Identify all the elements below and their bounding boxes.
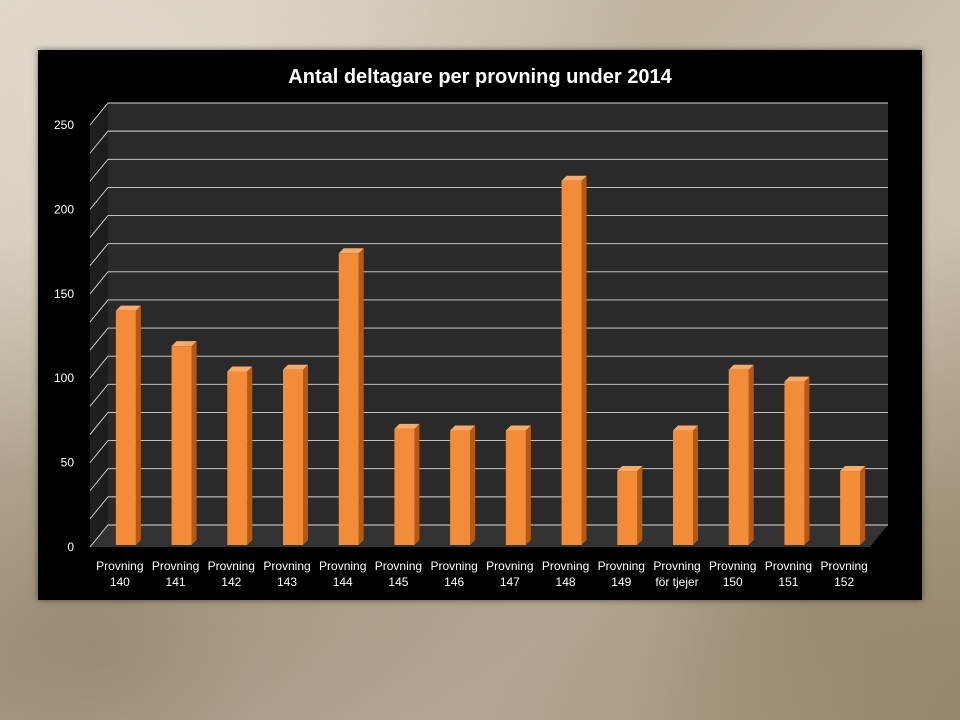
bar-side [303,364,308,545]
bar-side [525,425,531,545]
gridline [89,440,888,463]
x-tick-label: Provning [653,559,700,573]
bar-side [247,366,253,545]
bar-side [860,466,866,545]
bar-top [617,466,643,472]
bar [338,253,359,545]
bar [450,430,471,545]
bar-top [283,364,308,370]
x-tick-label: Provning [96,559,143,573]
bar [505,430,526,545]
gridline [89,243,888,266]
y-tick-label: 150 [54,287,74,301]
gridline [89,158,888,182]
bar-top [561,175,587,181]
x-tick-label: 152 [834,575,854,589]
x-tick-label: Provning [208,559,255,573]
x-tick-label: 144 [333,575,353,589]
bar-top [450,425,476,431]
bar-side [470,425,476,545]
gridline [89,327,888,351]
bar-side [414,423,420,545]
bar-side [748,364,754,545]
bar-top [505,425,531,431]
x-tick-label: 146 [444,575,464,589]
bar-top [171,341,197,347]
bar-chart: 0 50 100 150 200 250 Provning 140 Provning 141 Pro… [54,102,888,589]
bar-top [673,425,698,431]
x-tick-label: 142 [221,575,241,589]
bar-top [338,248,364,254]
gridline [89,186,888,210]
x-tick-label: Provning [709,559,756,573]
bar [283,369,303,545]
x-tick-label: 145 [388,575,408,589]
bar [728,369,749,545]
x-tick-label: Provning [430,559,477,573]
y-tick-label: 50 [61,456,75,470]
bar-top [394,423,420,429]
bar [561,180,582,546]
bar [394,428,415,545]
x-tick-label: Provning [486,559,533,573]
x-tick-label: Provning [765,559,812,573]
bar [227,371,248,545]
bar-top [840,466,866,472]
x-tick-label: 151 [778,575,798,589]
x-tick-label: 149 [611,575,631,589]
x-tick-label: 143 [277,575,297,589]
bar-side [191,341,197,545]
bar-top [227,366,253,372]
x-tick-label: 147 [500,575,520,589]
x-tick-label: Provning [152,559,199,573]
y-tick-label: 200 [54,202,74,216]
chart-title: Antal deltagare per provning under 2014 [288,66,672,88]
bar-side [637,466,643,545]
x-tick-label: Provning [375,559,422,573]
y-tick-label: 250 [54,118,74,132]
bar-top [728,364,754,370]
bar [673,430,693,545]
bar [840,471,861,545]
bar-side [358,248,364,545]
gridline [89,299,888,323]
x-tick-label: Provning [598,559,645,573]
bar-top [784,376,810,382]
bar-side [804,376,810,545]
bar-side [135,305,141,545]
gridline [89,130,888,154]
x-tick-label: 140 [110,575,130,589]
gridline [89,215,888,238]
x-tick-label: Provning [820,559,867,573]
y-tick-label: 100 [54,371,74,385]
bar-side [581,175,587,545]
gridline [89,271,888,295]
floor [90,525,888,547]
bar [171,346,192,545]
bar [617,471,638,545]
side-wall [90,103,108,547]
gridline [89,102,888,126]
x-tick-label: Provning [263,559,310,573]
bar [115,310,136,545]
y-tick-label: 0 [67,540,74,554]
x-tick-label: för tjejer [655,575,698,589]
bar-side [693,425,698,545]
x-tick-label: 141 [166,575,186,589]
bar-top [115,305,141,311]
x-tick-label: Provning [319,559,366,573]
gridline [89,355,888,379]
gridline [89,412,888,435]
x-tick-label: 148 [556,575,576,589]
back-wall [108,103,888,525]
bar [784,381,805,545]
gridline [89,383,888,407]
x-tick-label: 150 [723,575,743,589]
x-tick-label: Provning [542,559,589,573]
chart-panel: Antal deltagare per provning under 2014 … [38,50,922,600]
